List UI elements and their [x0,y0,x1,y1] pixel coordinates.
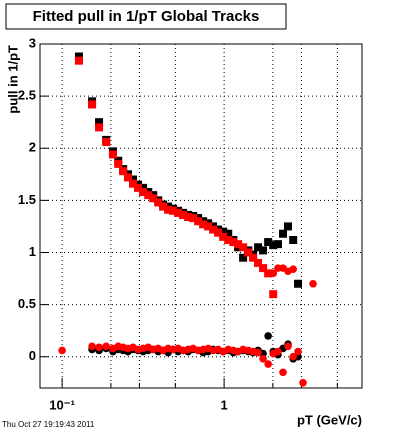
data-point [139,188,148,197]
data-point [164,205,173,214]
data-point [224,235,233,244]
data-point [274,347,282,356]
data-point [189,214,198,223]
data-point [219,232,228,241]
data-point [269,241,278,250]
data-point [259,355,267,363]
data-point [239,253,248,262]
data-point [159,202,168,211]
data-point [123,173,132,182]
data-point [299,378,307,387]
data-point [254,243,263,252]
data-point [184,213,193,222]
data-point [284,342,292,351]
data-point [309,279,317,288]
data-point [174,208,183,217]
data-point [264,269,273,278]
plot-frame [39,43,363,389]
data-point [269,269,278,278]
data-point [74,52,83,61]
y-tick-label: 2 [29,140,36,155]
data-point [254,258,263,267]
y-tick-label: 2.5 [18,88,36,103]
data-point [254,348,262,357]
data-point [129,179,138,188]
data-point [154,198,163,207]
data-point [139,183,148,192]
data-point [179,210,188,219]
data-point [279,229,288,238]
data-point [169,206,178,215]
data-point [279,368,287,377]
data-point [194,217,203,226]
data-point [259,264,268,273]
y-tick-label: 0 [29,348,36,363]
data-point [224,229,233,238]
title-box [5,3,287,30]
data-point [199,220,208,229]
data-point [273,240,282,249]
y-tick-label: 3 [29,35,36,50]
data-point [249,253,258,262]
data-point [289,235,298,244]
x-tick-label: 1 [220,397,227,412]
footer: Thu Oct 27 19:19:43 2011 [2,420,95,429]
data-point [144,191,153,200]
data-point [74,56,83,65]
data-point [134,183,143,192]
data-point [204,222,213,231]
y-tick-label: 1.5 [18,192,36,207]
data-point [244,248,253,257]
y-tick-label: 1 [29,244,36,259]
data-point [95,118,104,127]
data-point [289,352,298,361]
data-point [269,290,278,299]
x-axis-label: pT (GeV/c) [297,412,362,427]
data-point [264,332,272,340]
data-point [239,243,248,252]
data-point [149,194,158,203]
data-point [58,346,66,355]
data-point [95,123,104,132]
data-point [219,227,228,236]
chart-title: Fitted pull in 1/pT Global Tracks [33,8,260,25]
data-point [214,228,223,237]
data-point [234,240,243,249]
data-point [119,167,128,176]
data-point [114,159,123,168]
y-tick-label: 0.5 [18,296,36,311]
y-axis-label: pull in 1/pT [5,45,20,114]
data-point [88,342,96,351]
data-point [108,150,117,159]
data-point [102,342,110,351]
data-point [284,222,293,231]
data-point [264,360,272,368]
data-point [259,246,268,255]
data-point [95,343,103,352]
data-point [209,225,218,234]
x-tick-label: 10⁻¹ [49,397,75,412]
data-point [264,238,273,247]
data-point [229,238,238,247]
data-point [294,279,303,288]
data-point [102,137,111,146]
data-point [88,100,97,109]
data-point [129,175,138,184]
data-point [289,265,298,273]
data-point [294,347,302,356]
